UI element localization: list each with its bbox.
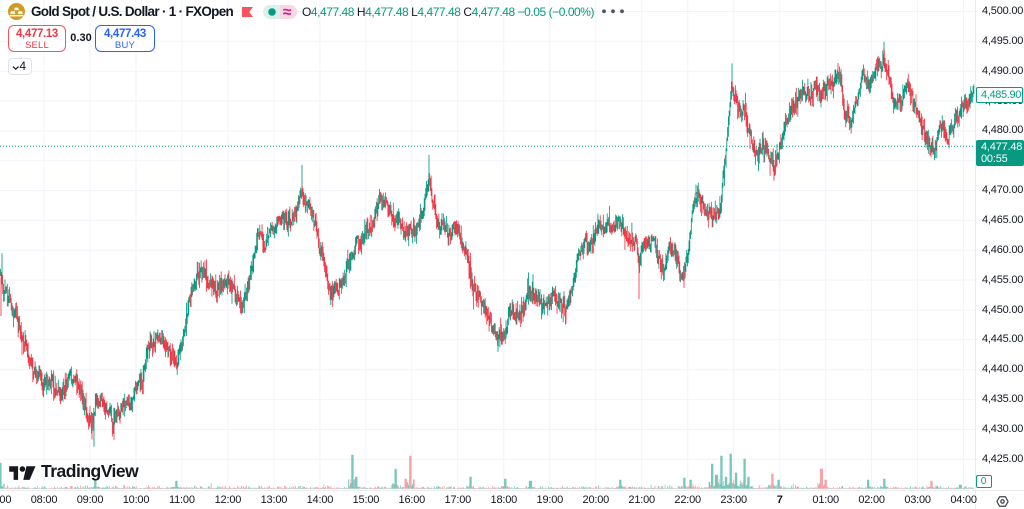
svg-text:≈: ≈ — [283, 5, 292, 19]
